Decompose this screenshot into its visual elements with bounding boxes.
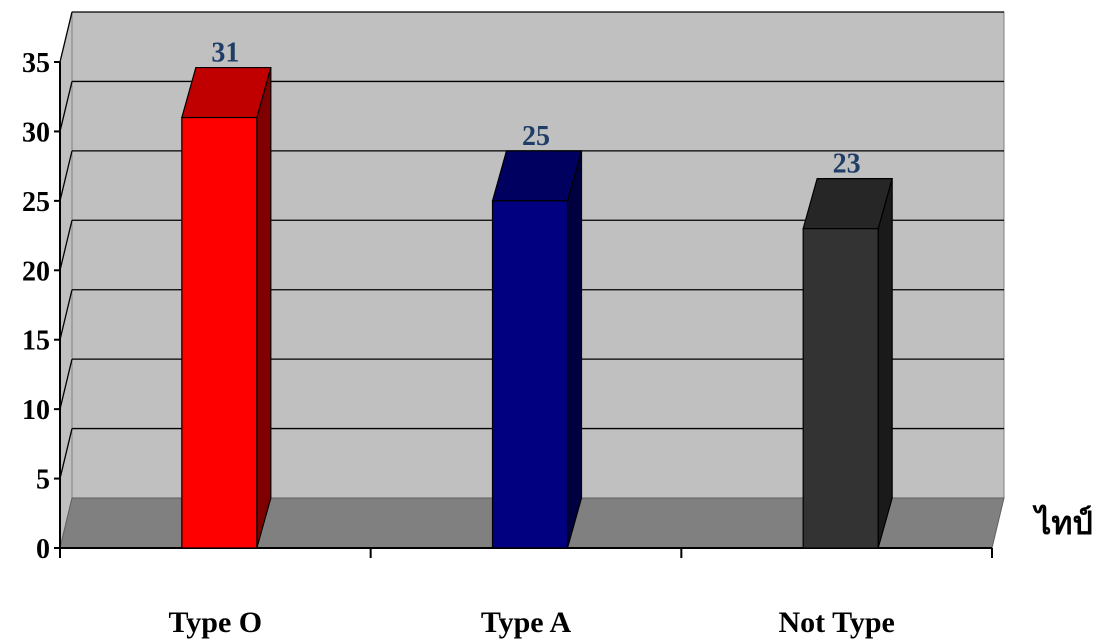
- bar-type-a: [491, 150, 583, 549]
- bar-front: [491, 200, 569, 549]
- data-label: 23: [833, 149, 861, 180]
- x-category-label: Type A: [481, 606, 572, 639]
- bar-top: [802, 178, 893, 230]
- side-wall: [59, 11, 73, 549]
- bar-side: [877, 178, 893, 549]
- gridline-side: [59, 289, 73, 340]
- gridline-side: [59, 358, 73, 410]
- x-category-label: Type O: [169, 606, 263, 639]
- bar-side: [566, 150, 583, 549]
- bar-front: [181, 116, 258, 549]
- y-tick-label: 25: [22, 187, 50, 218]
- y-tick-label: 10: [22, 395, 50, 426]
- y-tick-label: 20: [22, 256, 50, 287]
- data-label: 25: [522, 121, 550, 152]
- bar-front: [802, 228, 879, 549]
- bar-not-type: [802, 178, 893, 549]
- x-axis-title: ไทป์: [1032, 504, 1093, 542]
- y-tick-label: 15: [22, 326, 50, 357]
- gridline-side: [59, 150, 73, 202]
- bar-type-o: [181, 66, 272, 549]
- gridline-side: [59, 220, 73, 271]
- bar-top: [491, 150, 583, 202]
- gridline-side: [59, 81, 73, 132]
- data-label: 31: [211, 38, 239, 69]
- y-tick-label: 0: [36, 534, 50, 565]
- labels: 31 Type O 25 Type A 23 Not Type: [169, 38, 895, 639]
- bar-top: [181, 66, 272, 119]
- y-tick-label: 5: [36, 465, 50, 496]
- x-category-label: Not Type: [778, 606, 894, 639]
- gridline-side: [59, 11, 73, 63]
- bar-side: [256, 67, 272, 549]
- y-tick-label: 35: [22, 48, 50, 79]
- gridline-side: [59, 428, 73, 479]
- y-tick-label: 30: [22, 117, 50, 148]
- bars: [181, 66, 893, 549]
